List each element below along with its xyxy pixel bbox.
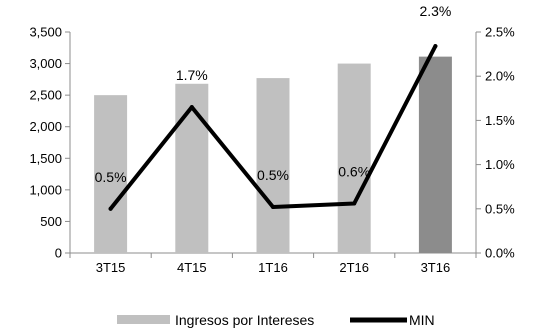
bar [418, 56, 452, 253]
x-axis-tick-label: 2T16 [339, 260, 369, 275]
x-axis-tick-label: 3T15 [96, 260, 126, 275]
line-series [108, 44, 438, 211]
line-point [271, 205, 275, 210]
line-data-label: 0.5% [95, 169, 127, 185]
left-axis-tick-label: 1,000 [29, 182, 62, 197]
left-axis-tick-label: 3,000 [29, 56, 62, 71]
line-point [433, 44, 438, 49]
right-axis-tick-label: 1.5% [485, 113, 515, 128]
line-data-label: 1.7% [176, 67, 208, 83]
line-data-label: 2.3% [419, 3, 451, 19]
right-axis-tick-label: 2.5% [485, 25, 515, 40]
left-axis-tick-label: 2,000 [29, 119, 62, 134]
left-axis: 0 500 1,000 1,500 2,000 2,500 3,000 3,500 [29, 25, 71, 261]
left-axis-tick-label: 500 [40, 214, 62, 229]
x-axis-tick-label: 3T16 [421, 260, 451, 275]
line-point [352, 201, 357, 206]
x-axis-tick-label: 1T16 [258, 260, 288, 275]
x-axis-tick-label: 4T15 [177, 260, 207, 275]
line-data-labels: 0.5% 1.7% 0.5% 0.6% 2.3% [95, 3, 452, 185]
line-point [189, 105, 194, 110]
bar [175, 83, 209, 253]
bar [256, 78, 290, 253]
right-axis-tick-label: 1.0% [485, 157, 515, 172]
legend: Ingresos por Intereses MIN [117, 312, 435, 328]
right-axis-tick-label: 2.0% [485, 69, 515, 84]
bar [94, 95, 128, 254]
line-data-label: 0.5% [257, 167, 289, 183]
left-axis-tick-label: 3,500 [29, 25, 62, 40]
bar [337, 63, 371, 254]
line-point [108, 206, 113, 211]
right-axis-tick-label: 0.0% [485, 246, 515, 261]
legend-label-line: MIN [409, 312, 435, 328]
right-axis: 0.0% 0.5% 1.0% 1.5% 2.0% 2.5% [475, 25, 515, 261]
legend-swatch-bar [117, 315, 170, 324]
x-axis: 3T15 4T15 1T16 2T16 3T16 [69, 252, 477, 275]
line-data-label: 0.6% [338, 163, 370, 179]
left-axis-tick-label: 1,500 [29, 151, 62, 166]
bars [94, 56, 452, 254]
legend-label-bar: Ingresos por Intereses [175, 312, 314, 328]
left-axis-tick-label: 2,500 [29, 88, 62, 103]
left-axis-tick-label: 0 [55, 246, 62, 261]
right-axis-tick-label: 0.5% [485, 201, 515, 216]
